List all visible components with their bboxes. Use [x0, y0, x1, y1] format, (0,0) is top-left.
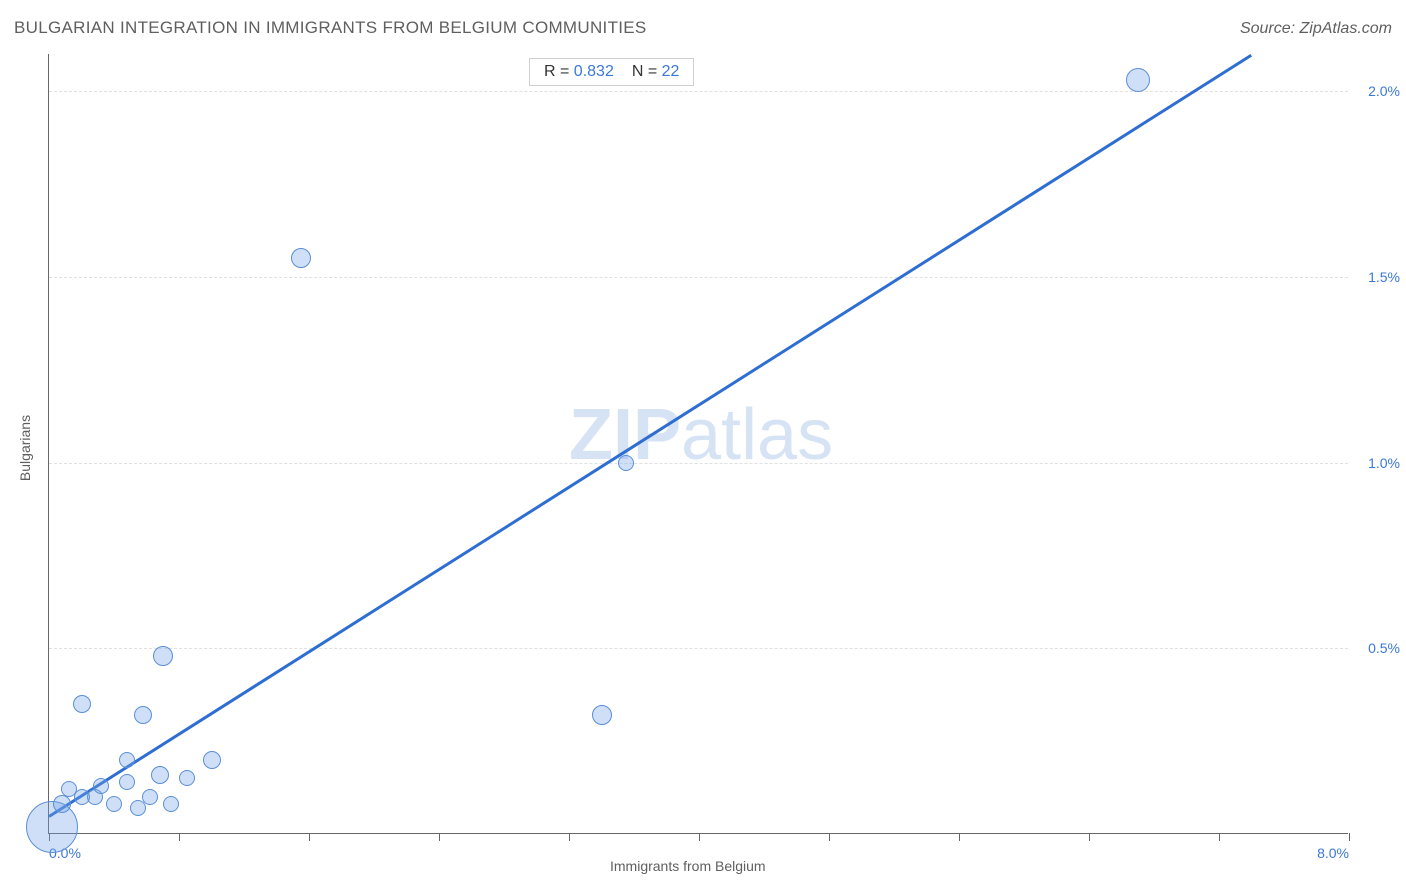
x-tick-label-end: 8.0% — [1317, 845, 1349, 861]
chart-title: BULGARIAN INTEGRATION IN IMMIGRANTS FROM… — [14, 18, 647, 38]
data-point — [163, 796, 179, 812]
data-point — [142, 789, 158, 805]
r-label: R = — [544, 63, 569, 80]
x-tick — [309, 833, 310, 841]
x-axis-label: Immigrants from Belgium — [610, 858, 766, 874]
y-tick-label: 2.0% — [1368, 83, 1400, 99]
x-tick — [829, 833, 830, 841]
data-point — [106, 796, 122, 812]
data-point — [618, 455, 634, 471]
data-point — [151, 766, 169, 784]
data-point — [179, 770, 195, 786]
gridline — [49, 91, 1348, 92]
gridline — [49, 463, 1348, 464]
y-axis-label: Bulgarians — [17, 415, 33, 481]
data-point — [203, 751, 221, 769]
r-value: 0.832 — [574, 63, 614, 80]
n-value: 22 — [662, 63, 680, 80]
x-tick — [1219, 833, 1220, 841]
data-point — [119, 774, 135, 790]
y-tick-label: 1.0% — [1368, 455, 1400, 471]
x-tick — [1089, 833, 1090, 841]
data-point — [53, 795, 71, 813]
x-tick — [959, 833, 960, 841]
source-attribution: Source: ZipAtlas.com — [1240, 20, 1392, 38]
data-point — [73, 695, 91, 713]
x-tick — [179, 833, 180, 841]
stats-box: R = 0.832 N = 22 — [529, 58, 694, 86]
x-tick — [699, 833, 700, 841]
scatter-plot-area: ZIPatlas R = 0.832 N = 22 0.5%1.0%1.5%2.… — [48, 54, 1348, 834]
gridline — [49, 648, 1348, 649]
data-point — [26, 801, 78, 853]
y-tick-label: 1.5% — [1368, 269, 1400, 285]
y-tick-label: 0.5% — [1368, 640, 1400, 656]
n-stat: N = 22 — [632, 63, 680, 81]
data-point — [119, 752, 135, 768]
gridline — [49, 277, 1348, 278]
x-tick — [569, 833, 570, 841]
data-point — [592, 705, 612, 725]
data-point — [134, 706, 152, 724]
regression-line — [48, 54, 1252, 818]
data-point — [291, 248, 311, 268]
data-point — [153, 646, 173, 666]
r-stat: R = 0.832 — [544, 63, 614, 81]
n-label: N = — [632, 63, 657, 80]
x-tick — [439, 833, 440, 841]
x-tick — [1349, 833, 1350, 841]
data-point — [93, 778, 109, 794]
data-point — [1126, 68, 1150, 92]
